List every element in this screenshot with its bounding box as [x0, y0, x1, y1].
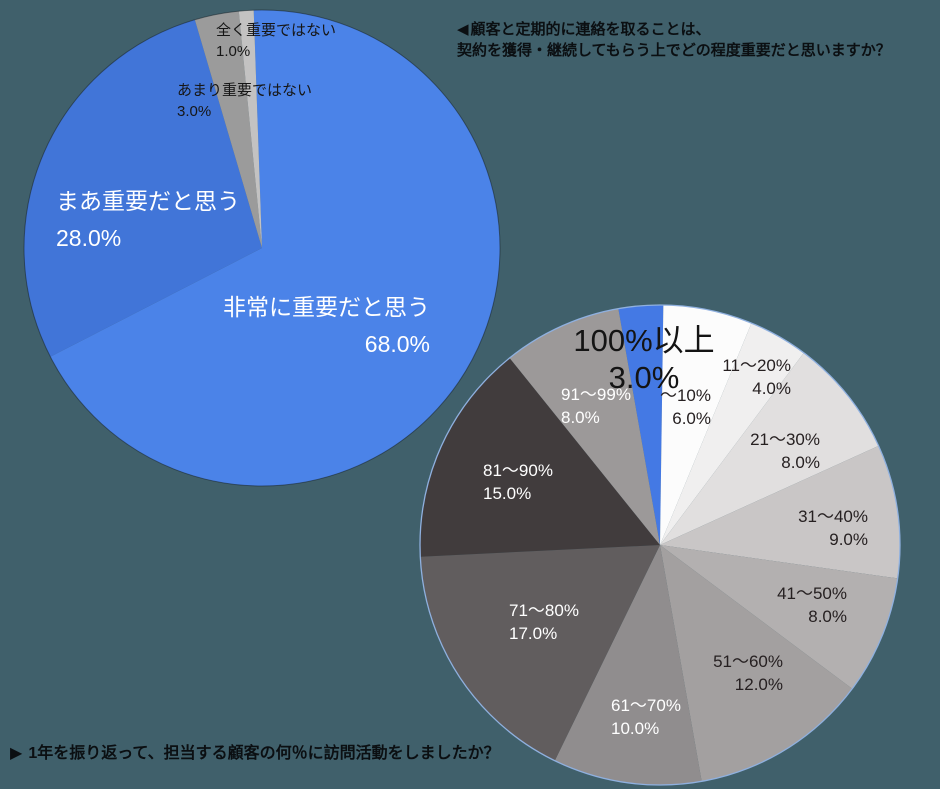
pie-slice	[660, 545, 853, 782]
pie-slice	[23, 19, 262, 357]
pie-slice	[50, 9, 500, 486]
pie-slice	[420, 357, 660, 557]
question-top: ◀ 顧客と定期的に連絡を取ることは、 契約を獲得・継続してもらう上でどの程度重要だ…	[457, 19, 891, 61]
question-top-line1: ◀ 顧客と定期的に連絡を取ることは、	[457, 19, 891, 40]
question-bottom: ▶ 1年を振り返って、担当する顧客の何％に訪問活動をしましたか？	[10, 743, 500, 764]
question-top-line1-text: 顧客と定期的に連絡を取ることは、	[470, 21, 711, 38]
pie-slice	[554, 545, 702, 785]
pie-slice	[660, 445, 900, 579]
right-arrow-icon: ▶	[10, 745, 23, 762]
pie-slice	[660, 352, 879, 545]
pie-outline	[419, 304, 901, 786]
pie-slice	[420, 545, 660, 761]
question-bottom-text: 1年を振り返って、担当する顧客の何％に訪問活動をしましたか？	[28, 745, 500, 762]
pie-slice	[660, 305, 752, 545]
pie-slice	[618, 304, 664, 545]
pie-outline	[23, 9, 501, 487]
pie-chart-visit-percentage	[419, 304, 901, 786]
pie-slice	[509, 308, 660, 545]
pie-chart-contact-importance	[23, 9, 501, 487]
left-arrow-icon: ◀	[457, 21, 469, 38]
pie-slice	[194, 11, 262, 249]
pie-slice	[238, 10, 262, 249]
question-top-line2-text: 契約を獲得・継続してもらう上でどの程度重要だと思いますか？	[457, 42, 891, 59]
pie-slice	[660, 323, 804, 545]
question-top-line2: 契約を獲得・継続してもらう上でどの程度重要だと思いますか？	[457, 40, 891, 61]
pie-slice	[660, 545, 898, 689]
